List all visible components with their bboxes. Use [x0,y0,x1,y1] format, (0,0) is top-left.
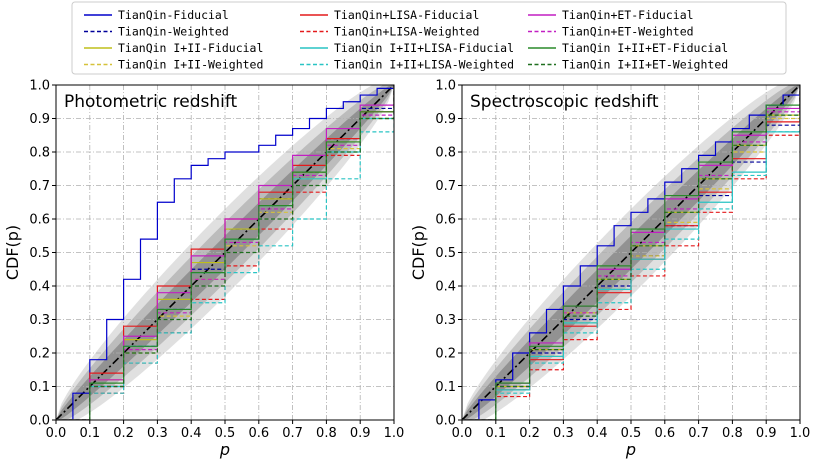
legend-entry-tianqin-weighted: TianQin-Weighted [84,25,229,39]
y-tick-label: 0.0 [29,414,50,429]
legend-entry-tianqin-i-ii-et-fiducial: TianQin I+II+ET-Fiducial [528,41,728,55]
legend: TianQin-Fiducial TianQin-Weighted TianQin … [71,1,787,75]
series-tianqin-fiducial [56,85,394,420]
series-tianqin-i-ii-et-fiducial [56,85,394,420]
legend-label: TianQin+LISA-Weighted [334,25,479,39]
y-tick-label: 0.4 [435,280,456,295]
y-tick-label: 0.2 [435,347,456,362]
x-tick-label: 0.1 [79,426,100,441]
legend-label: TianQin+LISA-Fiducial [334,8,479,22]
y-tick-label: 0.9 [435,112,456,127]
legend-label: TianQin I+II+ET-Fiducial [562,41,728,55]
y-tick-label: 1.0 [29,79,50,94]
diagonal-reference [461,84,801,421]
y-tick-label: 0.7 [29,179,50,194]
x-tick-label: 0.2 [113,426,134,441]
x-tick-label: 0.3 [553,426,574,441]
legend-entry-tianqin-i-ii-lisa-weighted: TianQin I+II+LISA-Weighted [300,58,514,72]
legend-label: TianQin+ET-Fiducial [562,8,694,22]
y-tick-label: 0.7 [435,179,456,194]
legend-entry-tianqin-i-ii-weighted: TianQin I+II-Weighted [84,58,263,72]
y-tick-label: 0.2 [29,347,50,362]
x-tick-label: 0.6 [248,426,269,441]
x-axis-label: p [625,440,636,459]
x-tick-label: 0.0 [46,426,67,441]
series-tianqin-i-ii-et-weighted [56,85,394,420]
y-tick-label: 0.0 [435,414,456,429]
legend-entry-tianqin-lisa-weighted: TianQin+LISA-Weighted [300,25,479,39]
x-tick-label: 0.8 [316,426,337,441]
y-tick-label: 0.1 [435,380,456,395]
x-tick-label: 0.0 [452,426,473,441]
x-tick-label: 0.6 [654,426,675,441]
y-tick-label: 0.6 [29,213,50,228]
panel-title: Photometric redshift [64,92,238,112]
legend-label: TianQin I+II+ET-Weighted [562,58,728,72]
y-tick-label: 0.5 [435,246,456,261]
legend-entry-tianqin-i-ii-lisa-fiducial: TianQin I+II+LISA-Fiducial [300,41,514,55]
x-tick-label: 0.7 [282,426,303,441]
series-tianqin-i-ii-et-fiducial [462,85,800,420]
series-tianqin-fiducial [462,85,800,420]
legend-entry-tianqin-i-ii-et-weighted: TianQin I+II+ET-Weighted [528,58,728,72]
x-axis-label: p [219,440,230,459]
x-tick-label: 0.5 [621,426,642,441]
legend-entry-tianqin-et-fiducial: TianQin+ET-Fiducial [528,8,694,22]
legend-label: TianQin-Weighted [118,25,229,39]
x-tick-label: 0.1 [485,426,506,441]
legend-label: TianQin I+II+LISA-Fiducial [334,41,514,55]
panel-title: Spectroscopic redshift [470,92,659,112]
ticks: 0.0 0.1 0.2 0.3 0.4 0.5 0.6 0.7 0.8 0.9 1.0 0.0 0.1 0… [435,79,810,442]
series-group [56,85,394,420]
y-tick-label: 0.3 [29,313,50,328]
diagonal-reference [55,84,395,421]
legend-entry-tianqin-fiducial: TianQin-Fiducial [84,8,229,22]
y-tick-label: 0.8 [435,146,456,161]
y-tick-label: 1.0 [435,79,456,94]
series-tianqin-i-ii-et-weighted [462,85,800,420]
x-tick-label: 0.9 [350,426,371,441]
legend-entry-tianqin-et-weighted: TianQin+ET-Weighted [528,25,694,39]
legend-entry-tianqin-i-ii-fiducial: TianQin I+II-Fiducial [84,41,263,55]
y-tick-label: 0.9 [29,112,50,127]
x-tick-label: 0.2 [519,426,540,441]
legend-label: TianQin-Fiducial [118,8,229,22]
legend-label: TianQin I+II-Fiducial [118,41,263,55]
x-tick-label: 0.8 [722,426,743,441]
y-tick-label: 0.1 [29,380,50,395]
y-tick-label: 0.5 [29,246,50,261]
legend-label: TianQin I+II-Weighted [118,58,263,72]
y-tick-label: 0.8 [29,146,50,161]
y-axis-label: CDF(p) [3,225,22,280]
x-tick-label: 0.4 [181,426,202,441]
x-tick-label: 0.7 [688,426,709,441]
panel-photometric: 0.0 0.1 0.2 0.3 0.4 0.5 0.6 0.7 0.8 0.9 1.0 0.0 0.1 0… [3,79,404,460]
x-tick-label: 1.0 [790,426,811,441]
legend-label: TianQin+ET-Weighted [562,25,694,39]
x-tick-label: 0.9 [756,426,777,441]
legend-label: TianQin I+II+LISA-Weighted [334,58,514,72]
panel-spectroscopic: 0.0 0.1 0.2 0.3 0.4 0.5 0.6 0.7 0.8 0.9 1.0 0.0 0.1 0… [409,79,810,460]
ticks: 0.0 0.1 0.2 0.3 0.4 0.5 0.6 0.7 0.8 0.9 1.0 0.0 0.1 0… [29,79,404,442]
y-axis-label: CDF(p) [409,225,428,280]
x-tick-label: 0.4 [587,426,608,441]
x-tick-label: 1.0 [384,426,405,441]
y-tick-label: 0.3 [435,313,456,328]
x-tick-label: 0.3 [147,426,168,441]
series-group [462,85,800,420]
y-tick-label: 0.6 [435,213,456,228]
legend-entry-tianqin-lisa-fiducial: TianQin+LISA-Fiducial [300,8,479,22]
y-tick-label: 0.4 [29,280,50,295]
legend-frame [71,1,787,75]
x-tick-label: 0.5 [215,426,236,441]
